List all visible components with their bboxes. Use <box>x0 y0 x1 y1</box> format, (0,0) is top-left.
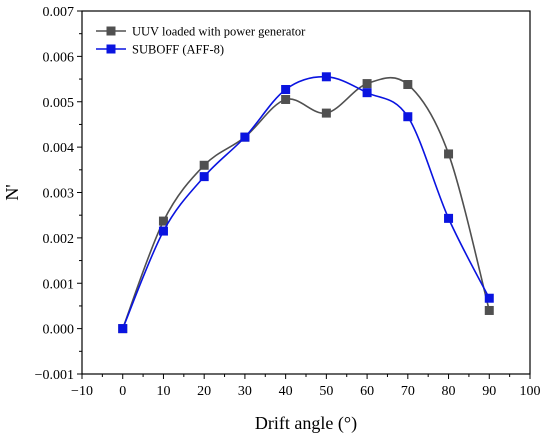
axes: −10 0 10 20 30 40 50 60 70 80 90 100 −0.001 0.000 0.00… <box>35 5 541 399</box>
plot-frame <box>81 10 531 375</box>
x-tick-label: −10 <box>71 384 93 399</box>
data-point <box>362 88 372 98</box>
x-tick-label: 0 <box>119 384 126 399</box>
x-tick-label: 30 <box>238 384 252 399</box>
y-tick-label: −0.001 <box>35 368 74 383</box>
data-point <box>158 226 168 236</box>
x-tick-label: 80 <box>442 384 456 399</box>
y-tick-label: 0.006 <box>43 50 75 65</box>
y-axis-title: N' <box>2 184 22 200</box>
y-tick-label: 0.002 <box>43 232 75 247</box>
data-point <box>444 213 454 223</box>
legend-label-suboff: SUBOFF (AFF-8) <box>132 43 224 57</box>
y-tick-label: 0.004 <box>43 141 75 156</box>
legend-label-uuv: UUV loaded with power generator <box>132 25 306 39</box>
x-tick-label: 90 <box>482 384 496 399</box>
x-tick-label: 60 <box>360 384 374 399</box>
y-tick-label: 0.003 <box>43 187 75 202</box>
y-tick-label: 0.007 <box>43 5 75 20</box>
series-layer <box>118 72 494 334</box>
data-point <box>158 216 168 226</box>
legend: UUV loaded with power generator SUBOFF (… <box>96 25 306 57</box>
data-point <box>281 94 291 104</box>
x-tick-label: 70 <box>401 384 415 399</box>
x-tick-label: 10 <box>156 384 170 399</box>
x-tick-label: 40 <box>279 384 293 399</box>
data-point <box>321 72 331 82</box>
data-point <box>444 149 454 159</box>
data-point <box>281 84 291 94</box>
data-point <box>484 305 494 315</box>
data-point <box>118 324 128 334</box>
x-tick-label: 50 <box>319 384 333 399</box>
y-tick-label: 0.000 <box>43 323 75 338</box>
y-tick-label: 0.005 <box>43 96 75 111</box>
y-tick-label: 0.001 <box>43 277 75 292</box>
x-tick-label: 100 <box>520 384 541 399</box>
data-point <box>321 108 331 118</box>
data-point <box>484 293 494 303</box>
data-point <box>199 160 209 170</box>
data-point <box>362 79 372 89</box>
data-point <box>240 132 250 142</box>
series-line-1 <box>121 75 490 329</box>
legend-marker-uuv <box>106 26 116 36</box>
legend-marker-suboff <box>106 44 116 54</box>
x-tick-label: 20 <box>197 384 211 399</box>
data-point <box>403 80 413 90</box>
data-point <box>199 172 209 182</box>
x-axis-title: Drift angle (°) <box>255 413 357 434</box>
series-line-0 <box>121 77 491 329</box>
data-point <box>403 112 413 122</box>
